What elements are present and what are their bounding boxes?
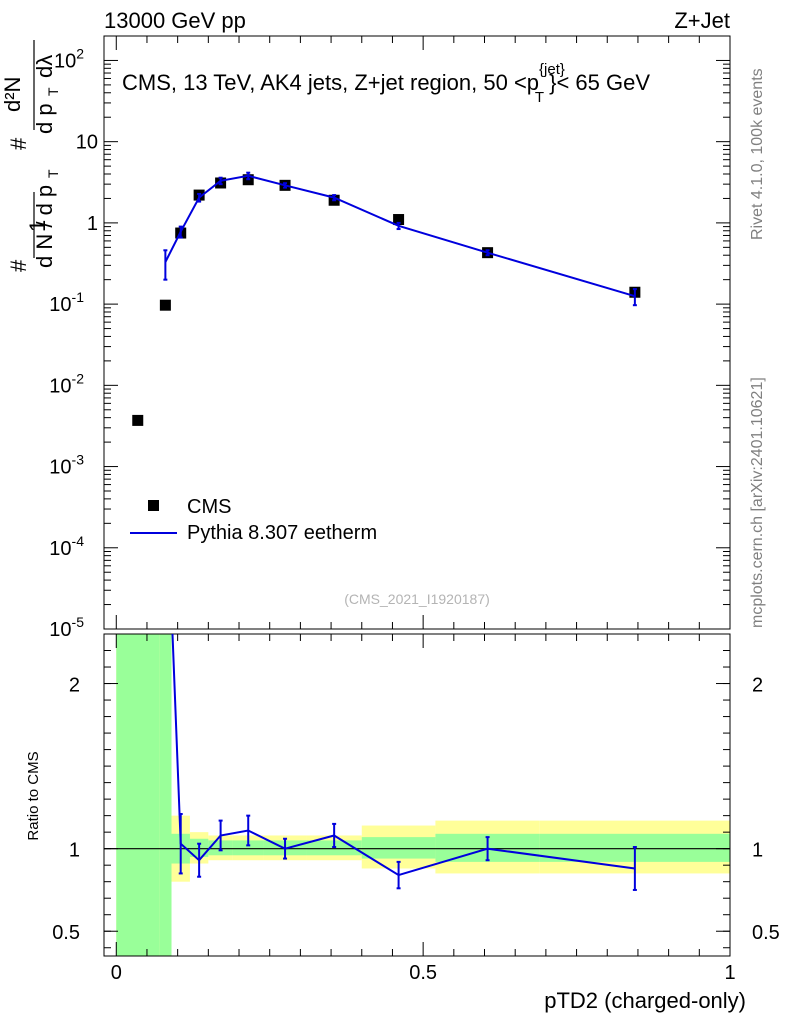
main-ylabel: # 1 d N / d p T # d²N d p T dλ (0, 40, 61, 272)
rivet-version: Rivet 4.1.0, 100k events (749, 68, 766, 240)
svg-text:d²N: d²N (0, 77, 25, 112)
ratio-xtick-label: 0.5 (409, 962, 437, 984)
ratio-line (171, 634, 636, 877)
title-sup: {jet} (539, 61, 565, 78)
ratio-band-green (116, 634, 160, 956)
ratio-bands (116, 634, 730, 956)
xaxis-label: pTD2 (charged-only) (544, 988, 746, 1013)
ratio-xtick-label: 0 (111, 962, 122, 984)
ratio-ytick-label-right: 1 (752, 840, 763, 862)
mcplots-source: mcplots.cern.ch [arXiv:2401.10621] (749, 377, 766, 628)
cms-point (132, 414, 144, 426)
svg-text:1: 1 (25, 220, 50, 232)
legend-cms-label: CMS (187, 496, 231, 518)
main-ytick-label: 1 (87, 213, 98, 235)
main-ytick-label: 10-3 (49, 452, 84, 479)
ratio-panel-frame (103, 633, 731, 957)
svg-text:#: # (6, 137, 31, 150)
cms-point (393, 214, 405, 226)
main-ytick-label: 102 (54, 45, 84, 72)
title-sub: T (535, 89, 544, 106)
legend-cms-marker (148, 500, 159, 511)
main-panel-frame (103, 35, 731, 630)
ratio-band-green (232, 840, 264, 856)
watermark: (CMS_2021_I1920187) (344, 591, 490, 607)
header-left: 13000 GeV pp (104, 8, 246, 33)
ratio-ytick-label: 0.5 (52, 922, 80, 944)
ratio-ytick-label: 1 (69, 840, 80, 862)
legend: CMS Pythia 8.307 eetherm (130, 496, 377, 544)
svg-text:#: # (6, 259, 31, 272)
main-ytick-label: 10-4 (49, 533, 84, 560)
main-axis-ticks: 10-5 10-4 10-3 10-2 10-1 1 10 102 (49, 35, 731, 641)
ratio-ylabel: Ratio to CMS (25, 751, 42, 840)
ratio-ytick-label: 2 (69, 675, 80, 697)
main-ytick-label: 10-1 (49, 289, 84, 316)
ratio-band-green (159, 634, 172, 956)
svg-text:T: T (45, 169, 61, 178)
svg-text:T: T (45, 87, 61, 96)
main-data (132, 171, 641, 426)
main-ytick-label: 10-5 (49, 614, 84, 641)
header-right: Z+Jet (674, 8, 730, 33)
ratio-band-green (361, 837, 436, 859)
svg-text:d N / d p: d N / d p (32, 185, 57, 268)
ratio-ytick-label-right: 2 (752, 675, 763, 697)
ratio-xtick-label: 1 (724, 962, 735, 984)
main-ytick-label: 10-2 (49, 370, 84, 397)
ratio-data (171, 634, 637, 891)
main-ytick-label: 10 (76, 132, 98, 154)
svg-text:dλ: dλ (32, 55, 57, 78)
pythia-line (164, 174, 636, 298)
legend-pythia-label: Pythia 8.307 eetherm (187, 522, 377, 544)
svg-text:d p: d p (32, 103, 57, 134)
main-title: CMS, 13 TeV, AK4 jets, Z+jet region, 50 … (122, 61, 650, 106)
cms-point (159, 299, 171, 311)
ratio-ytick-label-right: 0.5 (752, 922, 780, 944)
